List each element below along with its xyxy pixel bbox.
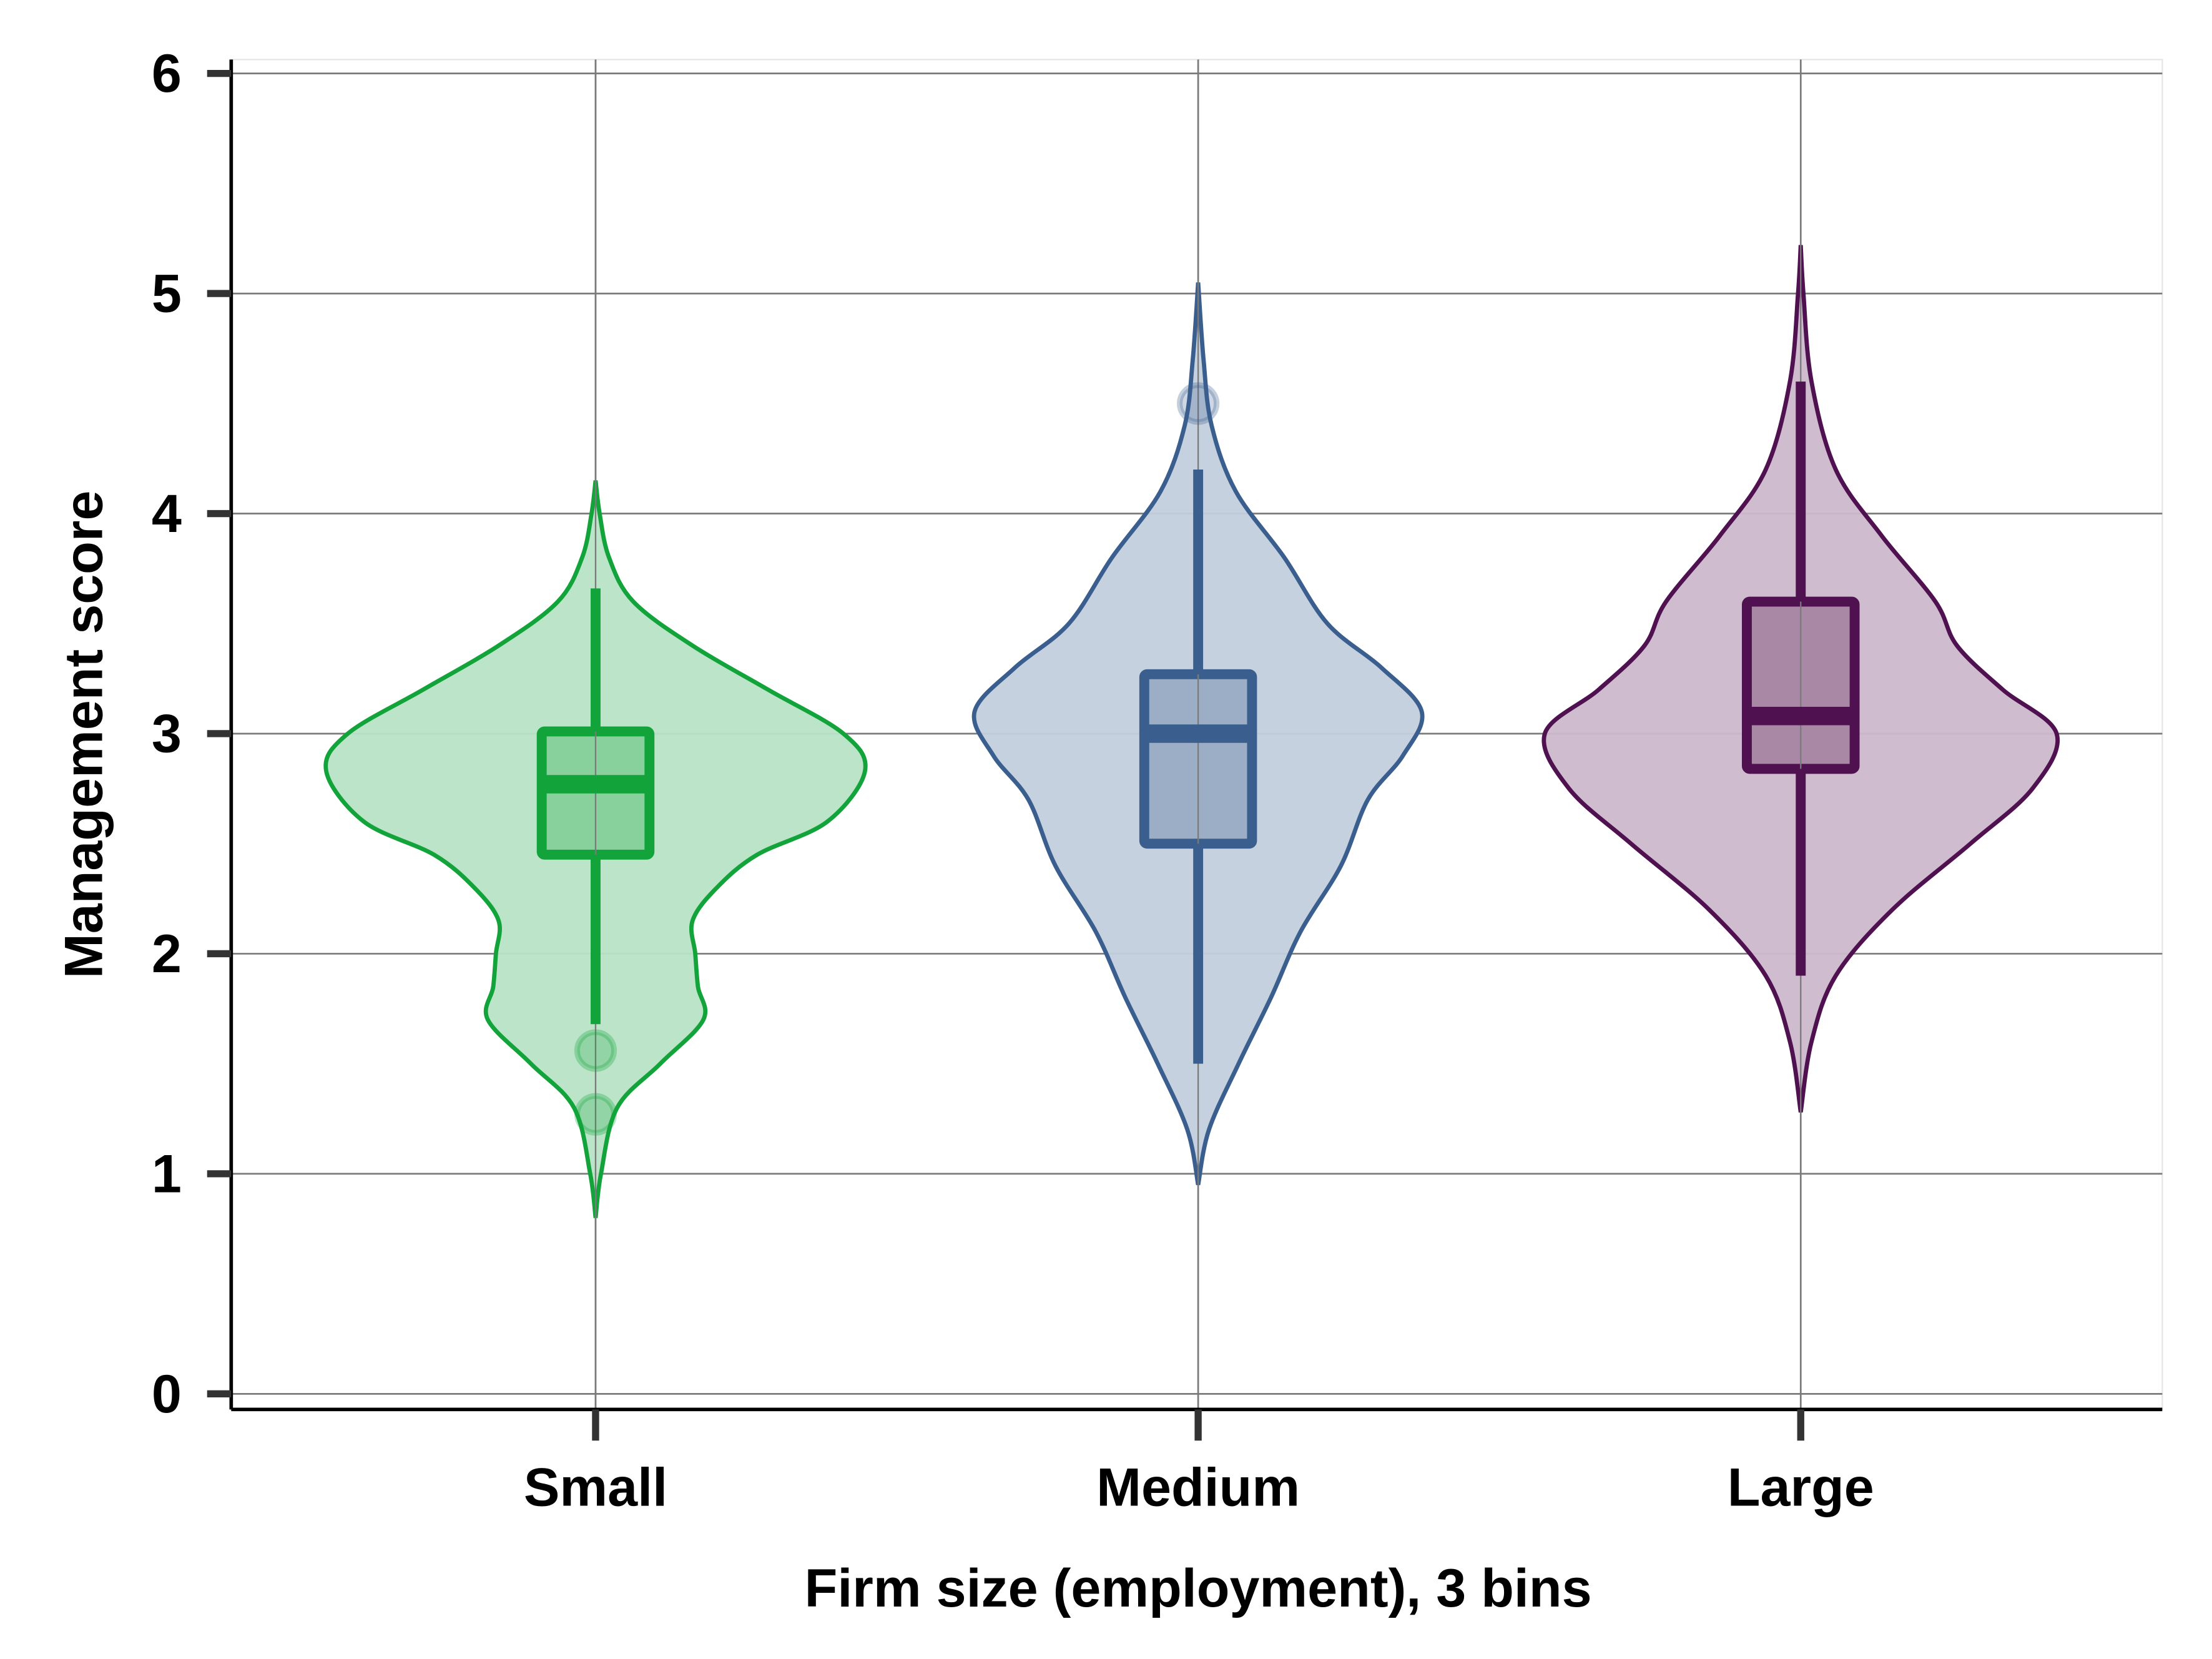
outlier-point bbox=[574, 1029, 617, 1072]
x-tick-label-small: Small bbox=[524, 1458, 667, 1518]
violin-large bbox=[1541, 59, 2060, 1410]
outlier-point bbox=[574, 1093, 617, 1136]
x-axis-label: Firm size (employment), 3 bins bbox=[805, 1558, 1592, 1618]
x-tick-label-medium: Medium bbox=[1096, 1458, 1300, 1518]
y-ticks: 0 1 2 3 4 5 6 bbox=[152, 44, 232, 1424]
outlier-point bbox=[1177, 382, 1220, 425]
y-axis-label: Management score bbox=[54, 491, 114, 979]
violins bbox=[323, 59, 2060, 1410]
y-tick-label: 5 bbox=[152, 264, 182, 324]
x-ticks: Small Medium Large bbox=[524, 1409, 1874, 1518]
x-tick-label-large: Large bbox=[1728, 1458, 1874, 1518]
y-tick-label: 3 bbox=[152, 704, 182, 764]
y-tick-label: 0 bbox=[152, 1364, 182, 1424]
y-tick-label: 1 bbox=[152, 1144, 182, 1204]
violin-medium bbox=[971, 59, 1425, 1410]
y-tick-label: 2 bbox=[152, 924, 182, 984]
y-tick-label: 4 bbox=[152, 484, 182, 544]
violin-small bbox=[323, 59, 868, 1410]
y-tick-label: 6 bbox=[152, 44, 182, 104]
